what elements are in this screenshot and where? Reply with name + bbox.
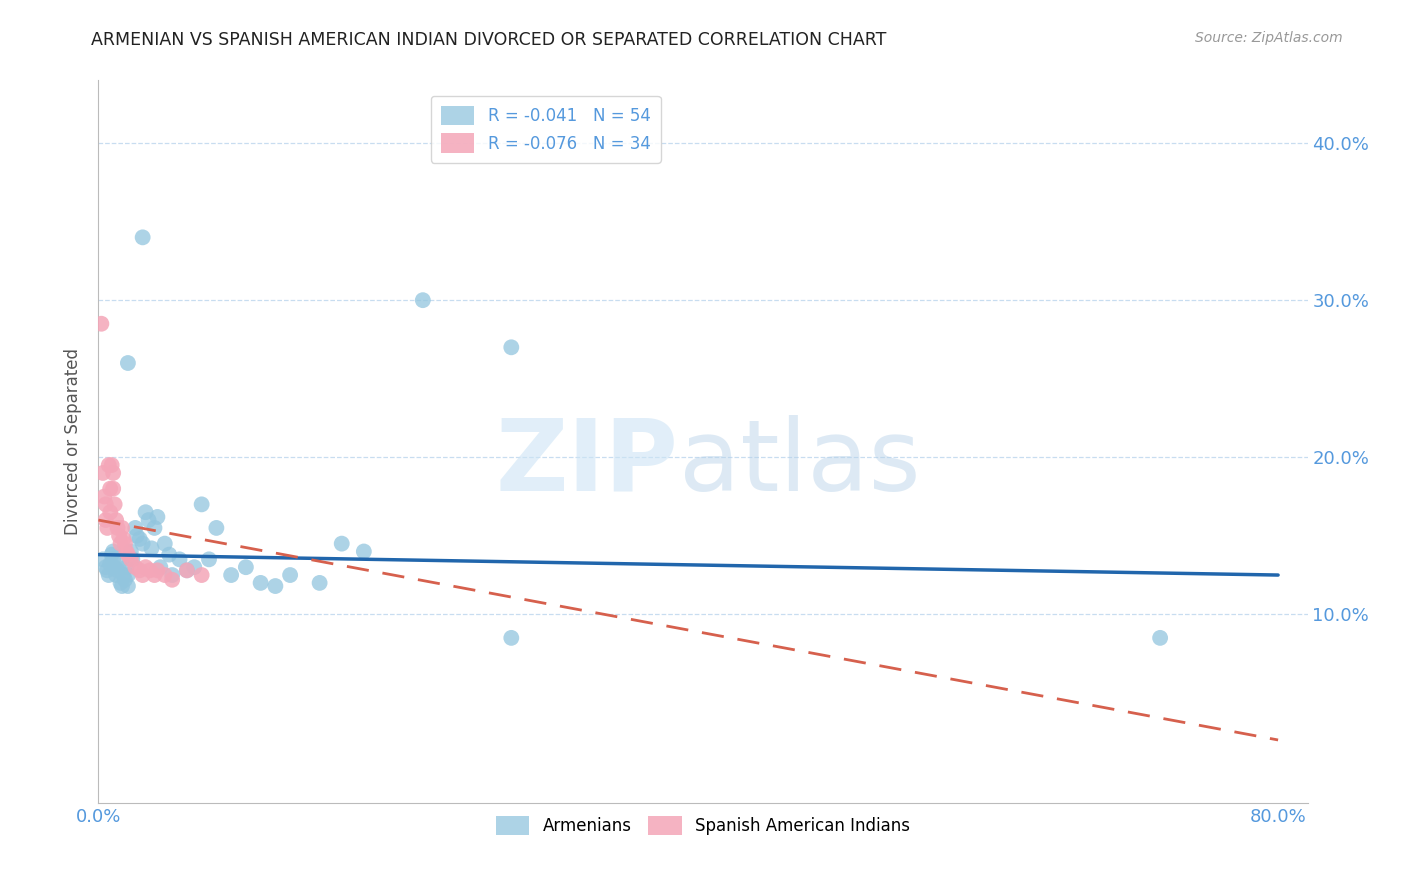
Point bbox=[111, 579, 134, 593]
Point bbox=[100, 458, 122, 472]
Point bbox=[98, 505, 121, 519]
Point bbox=[110, 536, 132, 550]
Point bbox=[125, 529, 148, 543]
Point bbox=[353, 544, 375, 558]
Point bbox=[96, 563, 118, 577]
Y-axis label: Divorced or Separated: Divorced or Separated bbox=[65, 348, 83, 535]
Point bbox=[117, 568, 139, 582]
Point bbox=[117, 548, 139, 562]
Point bbox=[96, 521, 118, 535]
Point bbox=[412, 293, 434, 308]
Point bbox=[121, 552, 143, 566]
Legend: Armenians, Spanish American Indians: Armenians, Spanish American Indians bbox=[486, 805, 920, 845]
Point bbox=[98, 557, 121, 571]
Point bbox=[143, 521, 166, 535]
Point bbox=[205, 521, 228, 535]
Point bbox=[120, 552, 142, 566]
Text: ZIP: ZIP bbox=[496, 415, 679, 512]
Point bbox=[105, 513, 128, 527]
Point bbox=[501, 340, 523, 354]
Point bbox=[117, 356, 139, 370]
Point bbox=[131, 536, 153, 550]
Point bbox=[107, 563, 129, 577]
Point bbox=[112, 532, 135, 546]
Point bbox=[190, 568, 212, 582]
Point bbox=[124, 521, 146, 535]
Point bbox=[190, 497, 212, 511]
Point bbox=[111, 521, 134, 535]
Point bbox=[160, 573, 183, 587]
Point bbox=[139, 563, 162, 577]
Point bbox=[104, 497, 127, 511]
Point bbox=[219, 568, 242, 582]
Point bbox=[94, 497, 117, 511]
Point bbox=[94, 513, 117, 527]
Text: ARMENIAN VS SPANISH AMERICAN INDIAN DIVORCED OR SEPARATED CORRELATION CHART: ARMENIAN VS SPANISH AMERICAN INDIAN DIVO… bbox=[91, 31, 887, 49]
Point bbox=[143, 568, 166, 582]
Point bbox=[149, 560, 172, 574]
Point bbox=[100, 548, 122, 562]
Point bbox=[176, 563, 198, 577]
Text: Source: ZipAtlas.com: Source: ZipAtlas.com bbox=[1195, 31, 1343, 45]
Point bbox=[169, 552, 191, 566]
Point bbox=[101, 552, 124, 566]
Point bbox=[176, 563, 198, 577]
Point bbox=[128, 532, 150, 546]
Point bbox=[264, 579, 287, 593]
Point bbox=[108, 529, 131, 543]
Point bbox=[101, 482, 124, 496]
Point bbox=[249, 575, 271, 590]
Point bbox=[114, 573, 136, 587]
Point bbox=[105, 568, 128, 582]
Point bbox=[138, 513, 160, 527]
Point bbox=[117, 579, 139, 593]
Point bbox=[235, 560, 257, 574]
Point bbox=[115, 560, 138, 574]
Point bbox=[1149, 631, 1171, 645]
Point bbox=[108, 557, 131, 571]
Point bbox=[153, 568, 176, 582]
Text: atlas: atlas bbox=[679, 415, 921, 512]
Point bbox=[101, 544, 124, 558]
Point bbox=[91, 552, 114, 566]
Point bbox=[330, 536, 353, 550]
Point bbox=[98, 482, 121, 496]
Point bbox=[501, 631, 523, 645]
Point bbox=[120, 544, 142, 558]
Point bbox=[104, 560, 127, 574]
Point bbox=[308, 575, 330, 590]
Point bbox=[183, 560, 205, 574]
Point bbox=[94, 560, 117, 574]
Point bbox=[93, 490, 115, 504]
Point bbox=[157, 548, 180, 562]
Point bbox=[160, 568, 183, 582]
Point bbox=[128, 563, 150, 577]
Point bbox=[146, 510, 169, 524]
Point bbox=[110, 575, 132, 590]
Point bbox=[153, 536, 176, 550]
Point bbox=[97, 458, 120, 472]
Point bbox=[135, 560, 157, 574]
Point bbox=[91, 466, 114, 480]
Point bbox=[278, 568, 301, 582]
Point bbox=[101, 466, 124, 480]
Point bbox=[112, 568, 135, 582]
Point bbox=[114, 536, 136, 550]
Point bbox=[107, 521, 129, 535]
Point bbox=[141, 541, 163, 556]
Point bbox=[90, 317, 112, 331]
Point bbox=[124, 560, 146, 574]
Point bbox=[146, 563, 169, 577]
Point bbox=[198, 552, 221, 566]
Point bbox=[131, 568, 153, 582]
Point bbox=[131, 230, 153, 244]
Point bbox=[115, 544, 138, 558]
Point bbox=[97, 568, 120, 582]
Point bbox=[135, 505, 157, 519]
